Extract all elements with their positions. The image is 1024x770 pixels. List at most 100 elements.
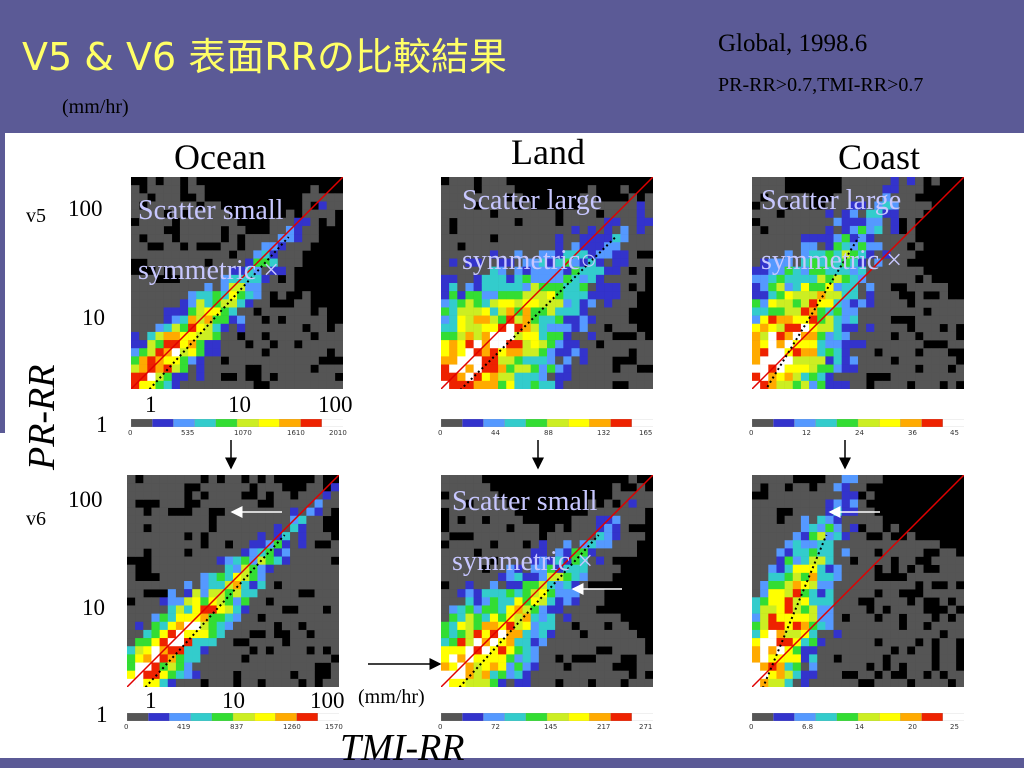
heatmap-cell bbox=[310, 193, 319, 202]
heatmap-cell bbox=[530, 621, 540, 631]
heatmap-cell bbox=[514, 225, 523, 235]
heatmap-cell bbox=[792, 274, 802, 284]
heatmap-cell bbox=[514, 242, 523, 251]
heatmap-cell bbox=[522, 629, 531, 639]
heatmap-cell bbox=[604, 372, 613, 382]
heatmap-cell bbox=[489, 670, 499, 680]
heatmap-cell bbox=[841, 483, 851, 492]
heatmap-cell bbox=[298, 548, 307, 557]
heatmap-cell bbox=[159, 572, 169, 582]
heatmap-cell bbox=[208, 548, 217, 557]
heatmap-cell bbox=[858, 283, 867, 292]
heatmap-cell bbox=[604, 201, 613, 210]
heatmap-cell bbox=[604, 662, 613, 671]
heatmap-cell bbox=[784, 499, 794, 508]
heatmap-cell bbox=[135, 491, 144, 500]
heatmap-cell bbox=[253, 291, 262, 300]
heatmap-cell bbox=[923, 678, 932, 687]
heatmap-cell bbox=[955, 372, 964, 382]
heatmap-cell bbox=[179, 291, 189, 300]
heatmap-cell bbox=[237, 364, 246, 373]
heatmap-cell bbox=[890, 548, 900, 557]
heatmap-cell bbox=[196, 323, 205, 333]
heatmap-cell bbox=[947, 331, 957, 341]
colorbar-swatch bbox=[211, 713, 234, 721]
heatmap-cell bbox=[612, 266, 621, 276]
heatmap-cell bbox=[175, 556, 185, 565]
heatmap-cell bbox=[604, 307, 613, 316]
heatmap-cell bbox=[465, 242, 474, 251]
heatmap-cell bbox=[204, 201, 213, 210]
heatmap-cell bbox=[498, 564, 507, 574]
heatmap-cell bbox=[833, 234, 842, 243]
heatmap-cell bbox=[809, 291, 818, 300]
heatmap-cell bbox=[155, 225, 164, 235]
heatmap-cell bbox=[915, 299, 924, 308]
heatmap-cell bbox=[915, 613, 924, 623]
heatmap-cell bbox=[792, 380, 802, 389]
colorbar-tick-label: 132 bbox=[597, 429, 611, 437]
heatmap-cell bbox=[809, 315, 818, 325]
heatmap-cell bbox=[890, 605, 900, 614]
heatmap-cell bbox=[192, 581, 201, 590]
colorbar-tick-label: 271 bbox=[639, 723, 653, 731]
heatmap-cell bbox=[792, 250, 802, 259]
heatmap-cell bbox=[224, 491, 234, 500]
heatmap-cell bbox=[555, 646, 564, 655]
heatmap-cell bbox=[298, 581, 307, 590]
heatmap-cell bbox=[489, 356, 499, 365]
heatmap-cell bbox=[841, 340, 851, 349]
heatmap-cell bbox=[441, 193, 450, 202]
heatmap-cell bbox=[752, 662, 761, 671]
heatmap-cell bbox=[604, 670, 613, 680]
heatmap-cell bbox=[334, 201, 343, 210]
heatmap-cell bbox=[212, 283, 221, 292]
heatmap-cell bbox=[212, 323, 221, 333]
heatmap-cell bbox=[449, 291, 458, 300]
heatmap-cell bbox=[204, 348, 213, 357]
heatmap-cell bbox=[290, 540, 299, 549]
heatmap-cell bbox=[465, 283, 474, 292]
heatmap-cell bbox=[294, 250, 303, 259]
heatmap-cell bbox=[760, 532, 769, 541]
heatmap-cell bbox=[245, 258, 254, 267]
heatmap-cell bbox=[817, 483, 826, 492]
heatmap-cell bbox=[849, 372, 859, 382]
heatmap-cell bbox=[760, 507, 769, 517]
one-to-one-line bbox=[441, 177, 653, 389]
heatmap-cell bbox=[955, 307, 964, 316]
heatmap-cell bbox=[579, 234, 589, 243]
heatmap-cell bbox=[184, 662, 193, 671]
heatmap-cell bbox=[530, 654, 540, 663]
heatmap-cell bbox=[809, 217, 818, 227]
heatmap-cell bbox=[481, 299, 491, 308]
heatmap-cell bbox=[579, 299, 589, 308]
heatmap-cell bbox=[530, 274, 540, 284]
heatmap-cell bbox=[628, 323, 637, 333]
heatmap-cell bbox=[939, 589, 948, 598]
heatmap-cell bbox=[249, 572, 258, 582]
heatmap-cell bbox=[233, 605, 242, 614]
heatmap-cell bbox=[167, 483, 177, 492]
heatmap-cell bbox=[882, 234, 891, 243]
heatmap-cell bbox=[249, 523, 258, 533]
heatmap-cell bbox=[449, 331, 458, 341]
heatmap-cell bbox=[441, 323, 450, 333]
heatmap-cell bbox=[800, 225, 810, 235]
heatmap-cell bbox=[866, 291, 875, 300]
heatmap-cell bbox=[465, 556, 474, 565]
colorbar-swatch bbox=[525, 419, 548, 427]
heatmap-cell bbox=[866, 589, 875, 598]
heatmap-cell bbox=[147, 331, 156, 341]
heatmap-cell bbox=[465, 572, 474, 582]
heatmap-cell bbox=[547, 629, 556, 639]
heatmap-cell bbox=[192, 515, 201, 525]
heatmap-cell bbox=[441, 364, 450, 373]
heatmap-cell bbox=[809, 515, 818, 525]
heatmap-cell bbox=[604, 564, 613, 574]
heatmap-cell bbox=[858, 621, 867, 631]
heatmap-cell bbox=[898, 274, 908, 284]
heatmap-cell bbox=[457, 250, 466, 259]
heatmap-cell bbox=[825, 250, 834, 259]
heatmap-cell bbox=[890, 323, 900, 333]
